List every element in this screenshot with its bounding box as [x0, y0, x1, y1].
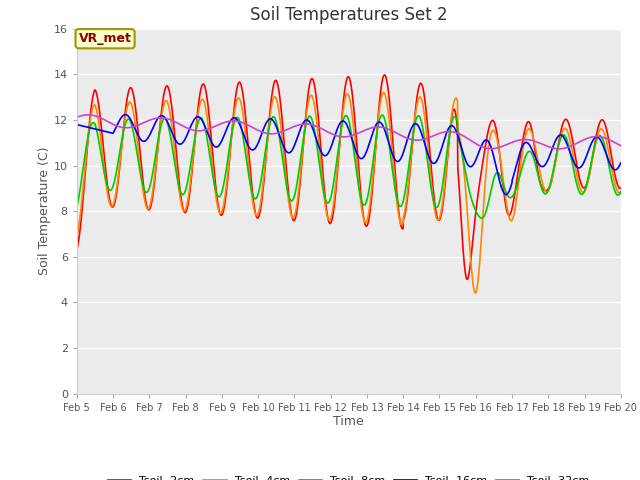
Y-axis label: Soil Temperature (C): Soil Temperature (C)	[38, 147, 51, 276]
Text: VR_met: VR_met	[79, 32, 131, 45]
Line: Tsoil -32cm: Tsoil -32cm	[77, 115, 621, 149]
Tsoil -4cm	[472, 290, 479, 296]
Tsoil -32cm	[602, 135, 609, 141]
Tsoil -16cm	[338, 119, 346, 124]
Line: Tsoil -2cm: Tsoil -2cm	[77, 75, 621, 279]
Tsoil -32cm	[602, 135, 609, 141]
Tsoil -4cm	[337, 123, 345, 129]
Tsoil -16cm	[502, 192, 509, 197]
Tsoil -4cm	[502, 196, 509, 202]
Tsoil -2cm	[381, 72, 388, 78]
Tsoil -8cm	[602, 145, 609, 151]
Tsoil -32cm	[617, 143, 625, 148]
Tsoil -8cm	[478, 215, 486, 221]
Legend: Tsoil -2cm, Tsoil -4cm, Tsoil -8cm, Tsoil -16cm, Tsoil -32cm: Tsoil -2cm, Tsoil -4cm, Tsoil -8cm, Tsoi…	[104, 471, 594, 480]
Tsoil -32cm	[555, 146, 563, 152]
Tsoil -16cm	[100, 128, 108, 134]
Tsoil -8cm	[378, 112, 386, 118]
Tsoil -8cm	[337, 126, 345, 132]
Tsoil -8cm	[100, 172, 108, 178]
Tsoil -2cm	[502, 203, 509, 208]
Tsoil -2cm	[617, 185, 625, 191]
Tsoil -32cm	[502, 142, 509, 148]
Title: Soil Temperatures Set 2: Soil Temperatures Set 2	[250, 6, 447, 24]
Tsoil -2cm	[337, 121, 345, 127]
Tsoil -32cm	[73, 114, 81, 120]
Tsoil -4cm	[380, 90, 388, 96]
Tsoil -32cm	[101, 117, 109, 123]
Tsoil -2cm	[602, 123, 609, 129]
Tsoil -8cm	[502, 189, 509, 194]
Tsoil -8cm	[73, 204, 81, 210]
Tsoil -16cm	[602, 149, 609, 155]
Tsoil -32cm	[84, 112, 92, 118]
Tsoil -4cm	[100, 169, 108, 175]
Tsoil -16cm	[323, 152, 331, 157]
Tsoil -4cm	[602, 133, 609, 139]
Tsoil -8cm	[602, 146, 609, 152]
Tsoil -16cm	[122, 112, 129, 118]
Tsoil -16cm	[602, 149, 609, 155]
Tsoil -4cm	[323, 212, 331, 218]
Line: Tsoil -8cm: Tsoil -8cm	[77, 115, 621, 218]
Tsoil -2cm	[73, 247, 81, 252]
Tsoil -2cm	[323, 209, 331, 215]
X-axis label: Time: Time	[333, 415, 364, 429]
Tsoil -4cm	[73, 234, 81, 240]
Tsoil -32cm	[338, 134, 346, 140]
Line: Tsoil -4cm: Tsoil -4cm	[77, 93, 621, 293]
Tsoil -8cm	[323, 200, 331, 205]
Line: Tsoil -16cm: Tsoil -16cm	[77, 115, 621, 194]
Tsoil -8cm	[617, 189, 625, 194]
Tsoil -4cm	[602, 135, 609, 141]
Tsoil -2cm	[463, 276, 471, 282]
Tsoil -4cm	[617, 189, 625, 195]
Tsoil -16cm	[502, 192, 510, 197]
Tsoil -16cm	[617, 160, 625, 166]
Tsoil -2cm	[100, 156, 108, 162]
Tsoil -16cm	[73, 122, 81, 128]
Tsoil -32cm	[323, 129, 331, 134]
Tsoil -2cm	[602, 122, 609, 128]
